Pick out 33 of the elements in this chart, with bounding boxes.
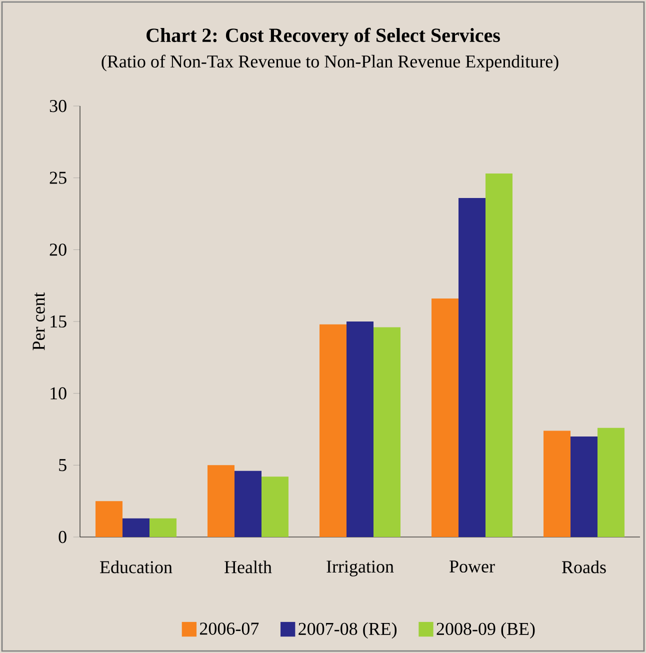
y-tick-label: 0	[58, 530, 66, 544]
y-axis-title: Per cent	[32, 292, 45, 350]
x-tick-label: Roads	[562, 560, 606, 574]
y-tick-label: 5	[59, 459, 66, 472]
bar	[320, 324, 347, 538]
bar	[150, 518, 177, 538]
bar	[122, 518, 150, 538]
bar	[262, 476, 288, 538]
bar	[208, 465, 234, 538]
x-tick-label: Health	[224, 560, 272, 574]
x-tick-label: Irrigation	[326, 560, 394, 576]
x-tick-label: Power	[450, 560, 495, 573]
y-tick-label: 20	[50, 244, 66, 256]
chart-title: Chart 2: Cost Recovery of Select Services	[146, 28, 500, 46]
legend-label: 2006-07	[200, 622, 259, 635]
y-tick-label: 15	[50, 315, 66, 328]
chart-subtitle: (Ratio of Non-Tax Revenue to Non-Plan Revenue Expenditure)	[102, 54, 558, 72]
bar	[374, 327, 400, 538]
bar	[598, 428, 625, 538]
bar	[432, 298, 459, 538]
y-tick-label: 25	[50, 172, 66, 184]
y-tick-label: 10	[50, 387, 66, 400]
bar	[486, 174, 513, 538]
bar	[544, 430, 571, 538]
bar	[458, 198, 486, 538]
bar	[234, 470, 262, 538]
x-tick-label: Education	[100, 560, 172, 574]
bar	[96, 501, 122, 538]
legend-label: 2008-09 (BE)	[436, 622, 535, 639]
bar	[570, 436, 598, 538]
y-tick-label: 30	[50, 100, 66, 112]
bar	[346, 322, 374, 538]
legend-label: 2007-08 (RE)	[298, 622, 397, 639]
